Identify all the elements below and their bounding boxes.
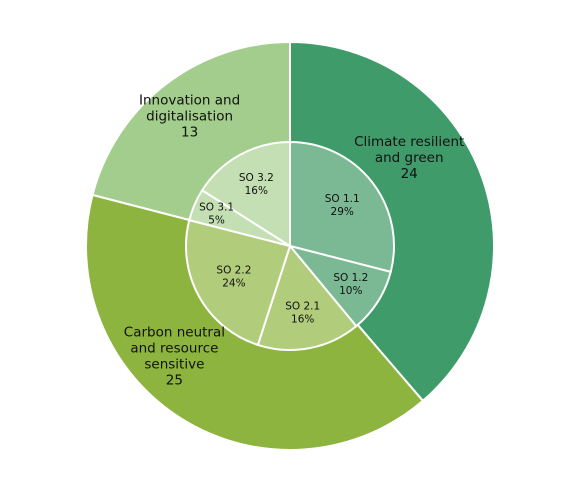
inner-label-so-3-2: SO 3.2 16%	[239, 172, 274, 197]
inner-label-so-1-2: SO 1.2 10%	[333, 272, 368, 297]
outer-label-carbon-neutral-and-resource-sensitive: Carbon neutral and resource sensitive 25	[124, 325, 225, 389]
inner-label-so-2-1: SO 2.1 16%	[285, 300, 320, 325]
slice-labels: Climate resilient and green 24 Carbon neutr…	[124, 92, 465, 388]
outer-label-climate-resilient-and-green: Climate resilient and green 24	[354, 134, 464, 182]
inner-slice-so-1-1	[289, 140, 395, 274]
inner-slice-so-2-2	[185, 218, 292, 347]
inner-label-so-1-1: SO 1.1 29%	[325, 193, 360, 218]
inner-label-so-3-1: SO 3.1 5%	[199, 202, 234, 227]
inner-ring	[185, 140, 395, 351]
inner-label-so-2-2: SO 2.2 24%	[216, 264, 251, 289]
outer-label-innovation-and-digitalisation: Innovation and digitalisation 13	[139, 92, 240, 140]
inner-slice-so-3-2	[200, 140, 291, 248]
